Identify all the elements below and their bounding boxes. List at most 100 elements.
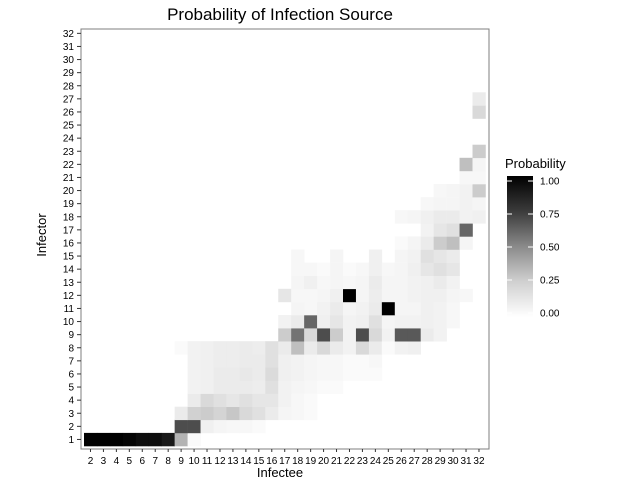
heatmap-cell-19-6	[304, 367, 318, 381]
legend-label: 1.00	[540, 177, 560, 188]
heatmap-cell-22-14	[343, 262, 357, 276]
heatmap-cell-12-4	[213, 393, 227, 407]
heatmap-cell-12-2	[213, 419, 227, 434]
heatmap-cell-29-9	[433, 328, 447, 342]
heatmap-cell-14-3	[239, 406, 253, 421]
heatmap-cell-20-9	[317, 328, 331, 342]
heatmap-cell-32-20	[472, 184, 486, 198]
heatmap-cell-15-7	[252, 354, 266, 368]
x-tick-label: 15	[253, 456, 265, 467]
heatmap-cell-28-12	[420, 288, 434, 303]
heatmap-cell-22-11	[343, 301, 357, 316]
y-tick-label: 4	[68, 396, 74, 407]
heatmap-cell-9-1	[174, 432, 188, 447]
heatmap-cell-30-14	[446, 262, 460, 276]
heatmap-cell-32-21	[472, 170, 486, 185]
heatmap-cell-26-12	[394, 288, 409, 303]
heatmap-cell-21-13	[330, 275, 344, 290]
heatmap-cell-24-11	[368, 301, 383, 316]
heatmap-cell-31-12	[459, 288, 473, 303]
heatmap-cell-30-18	[446, 210, 460, 224]
x-tick-label: 31	[460, 456, 472, 467]
y-tick-label: 25	[63, 121, 75, 132]
y-tick-label: 2	[68, 422, 74, 433]
heatmap-cell-30-15	[446, 249, 460, 263]
heatmap-cell-10-3	[187, 406, 201, 421]
heatmap-cell-20-11	[317, 301, 331, 316]
heatmap-cell-17-4	[278, 393, 292, 407]
heatmap-cell-19-11	[304, 301, 318, 316]
heatmap-cell-23-7	[355, 354, 370, 368]
heatmap-cell-20-7	[317, 354, 331, 368]
x-tick-label: 11	[202, 456, 213, 467]
heatmap-cell-19-12	[304, 288, 318, 303]
heatmap-cell-31-20	[459, 184, 473, 198]
heatmap-cell-11-4	[200, 393, 214, 407]
heatmap-cell-20-12	[317, 288, 331, 303]
heatmap-cell-24-14	[368, 262, 383, 276]
heatmap-cell-28-19	[420, 197, 434, 211]
y-axis-title: Infector	[34, 213, 49, 257]
y-tick-label: 7	[68, 356, 74, 367]
x-axis-ticks: 2 3 4 5 6 7 8 9 10 11 12 13 14 15 16 17 18 19 20 21 22 23 24 25…	[88, 449, 485, 467]
y-tick-label: 22	[63, 160, 75, 171]
heatmap-cell-11-8	[200, 341, 214, 355]
heatmap-cell-12-7	[213, 354, 227, 368]
y-tick-label: 18	[63, 212, 75, 223]
heatmap-cell-27-8	[407, 341, 421, 355]
heatmap-cell-29-13	[433, 275, 447, 290]
heatmap-cell-27-10	[407, 315, 421, 329]
heatmap-cell-28-17	[420, 223, 434, 237]
heatmap-cell-15-2	[252, 419, 266, 434]
heatmap-cell-21-9	[330, 328, 344, 342]
heatmap-cell-24-15	[368, 249, 383, 263]
legend-ticks: 1.00 0.75 0.50 0.25 0.00	[507, 177, 560, 320]
heatmap-cell-10-6	[187, 367, 201, 381]
heatmap-cell-30-13	[446, 275, 460, 290]
heatmap-cell-17-7	[278, 354, 292, 368]
heatmap-cell-10-1	[187, 432, 201, 447]
heatmap-cell-12-6	[213, 367, 227, 381]
heatmap-cell-26-9	[394, 328, 409, 342]
heatmap-cell-25-12	[381, 288, 396, 303]
heatmap-cell-28-14	[420, 262, 434, 276]
heatmap-cell-21-10	[330, 315, 344, 329]
heatmap-cell-30-17	[446, 223, 460, 237]
heatmap-cell-8-1	[161, 432, 175, 447]
heatmap-cell-18-7	[291, 354, 305, 368]
heatmap-cell-25-14	[381, 262, 396, 276]
heatmap-cell-29-17	[433, 223, 447, 237]
heatmap-cell-21-8	[330, 341, 344, 355]
heatmap-cell-26-13	[394, 275, 409, 290]
x-tick-label: 7	[152, 456, 158, 467]
heatmap-cell-22-10	[343, 315, 357, 329]
heatmap-cell-31-22	[459, 157, 473, 172]
heatmap-cell-22-6	[343, 367, 357, 381]
x-tick-label: 4	[114, 456, 120, 467]
heatmap-cell-23-9	[355, 328, 370, 342]
heatmap-cell-24-10	[368, 315, 383, 329]
x-axis-title: Infectee	[257, 465, 303, 480]
heatmap-cell-19-3	[304, 406, 318, 421]
heatmap-cell-20-5	[317, 380, 331, 394]
heatmap-cell-16-3	[265, 406, 279, 421]
heatmap-cell-30-19	[446, 197, 460, 211]
heatmap-cell-29-10	[433, 315, 447, 329]
x-tick-label: 10	[189, 456, 201, 467]
heatmap-cell-28-9	[420, 328, 434, 342]
heatmap-cell-30-16	[446, 236, 460, 250]
x-tick-label: 24	[370, 456, 382, 467]
heatmap-cell-27-9	[407, 328, 421, 342]
y-tick-label: 23	[63, 147, 75, 158]
heatmap-cell-18-11	[291, 301, 305, 316]
heatmap-cell-13-5	[226, 380, 240, 394]
y-tick-label: 6	[68, 369, 74, 380]
heatmap-cell-17-3	[278, 406, 292, 421]
y-tick-label: 17	[63, 225, 75, 236]
heatmap-cell-10-7	[187, 354, 201, 368]
y-tick-label: 3	[68, 409, 74, 420]
heatmap-cell-25-11	[381, 301, 396, 316]
heatmap-cell-19-7	[304, 354, 318, 368]
heatmap-cell-13-7	[226, 354, 240, 368]
heatmap-cell-23-11	[355, 301, 370, 316]
